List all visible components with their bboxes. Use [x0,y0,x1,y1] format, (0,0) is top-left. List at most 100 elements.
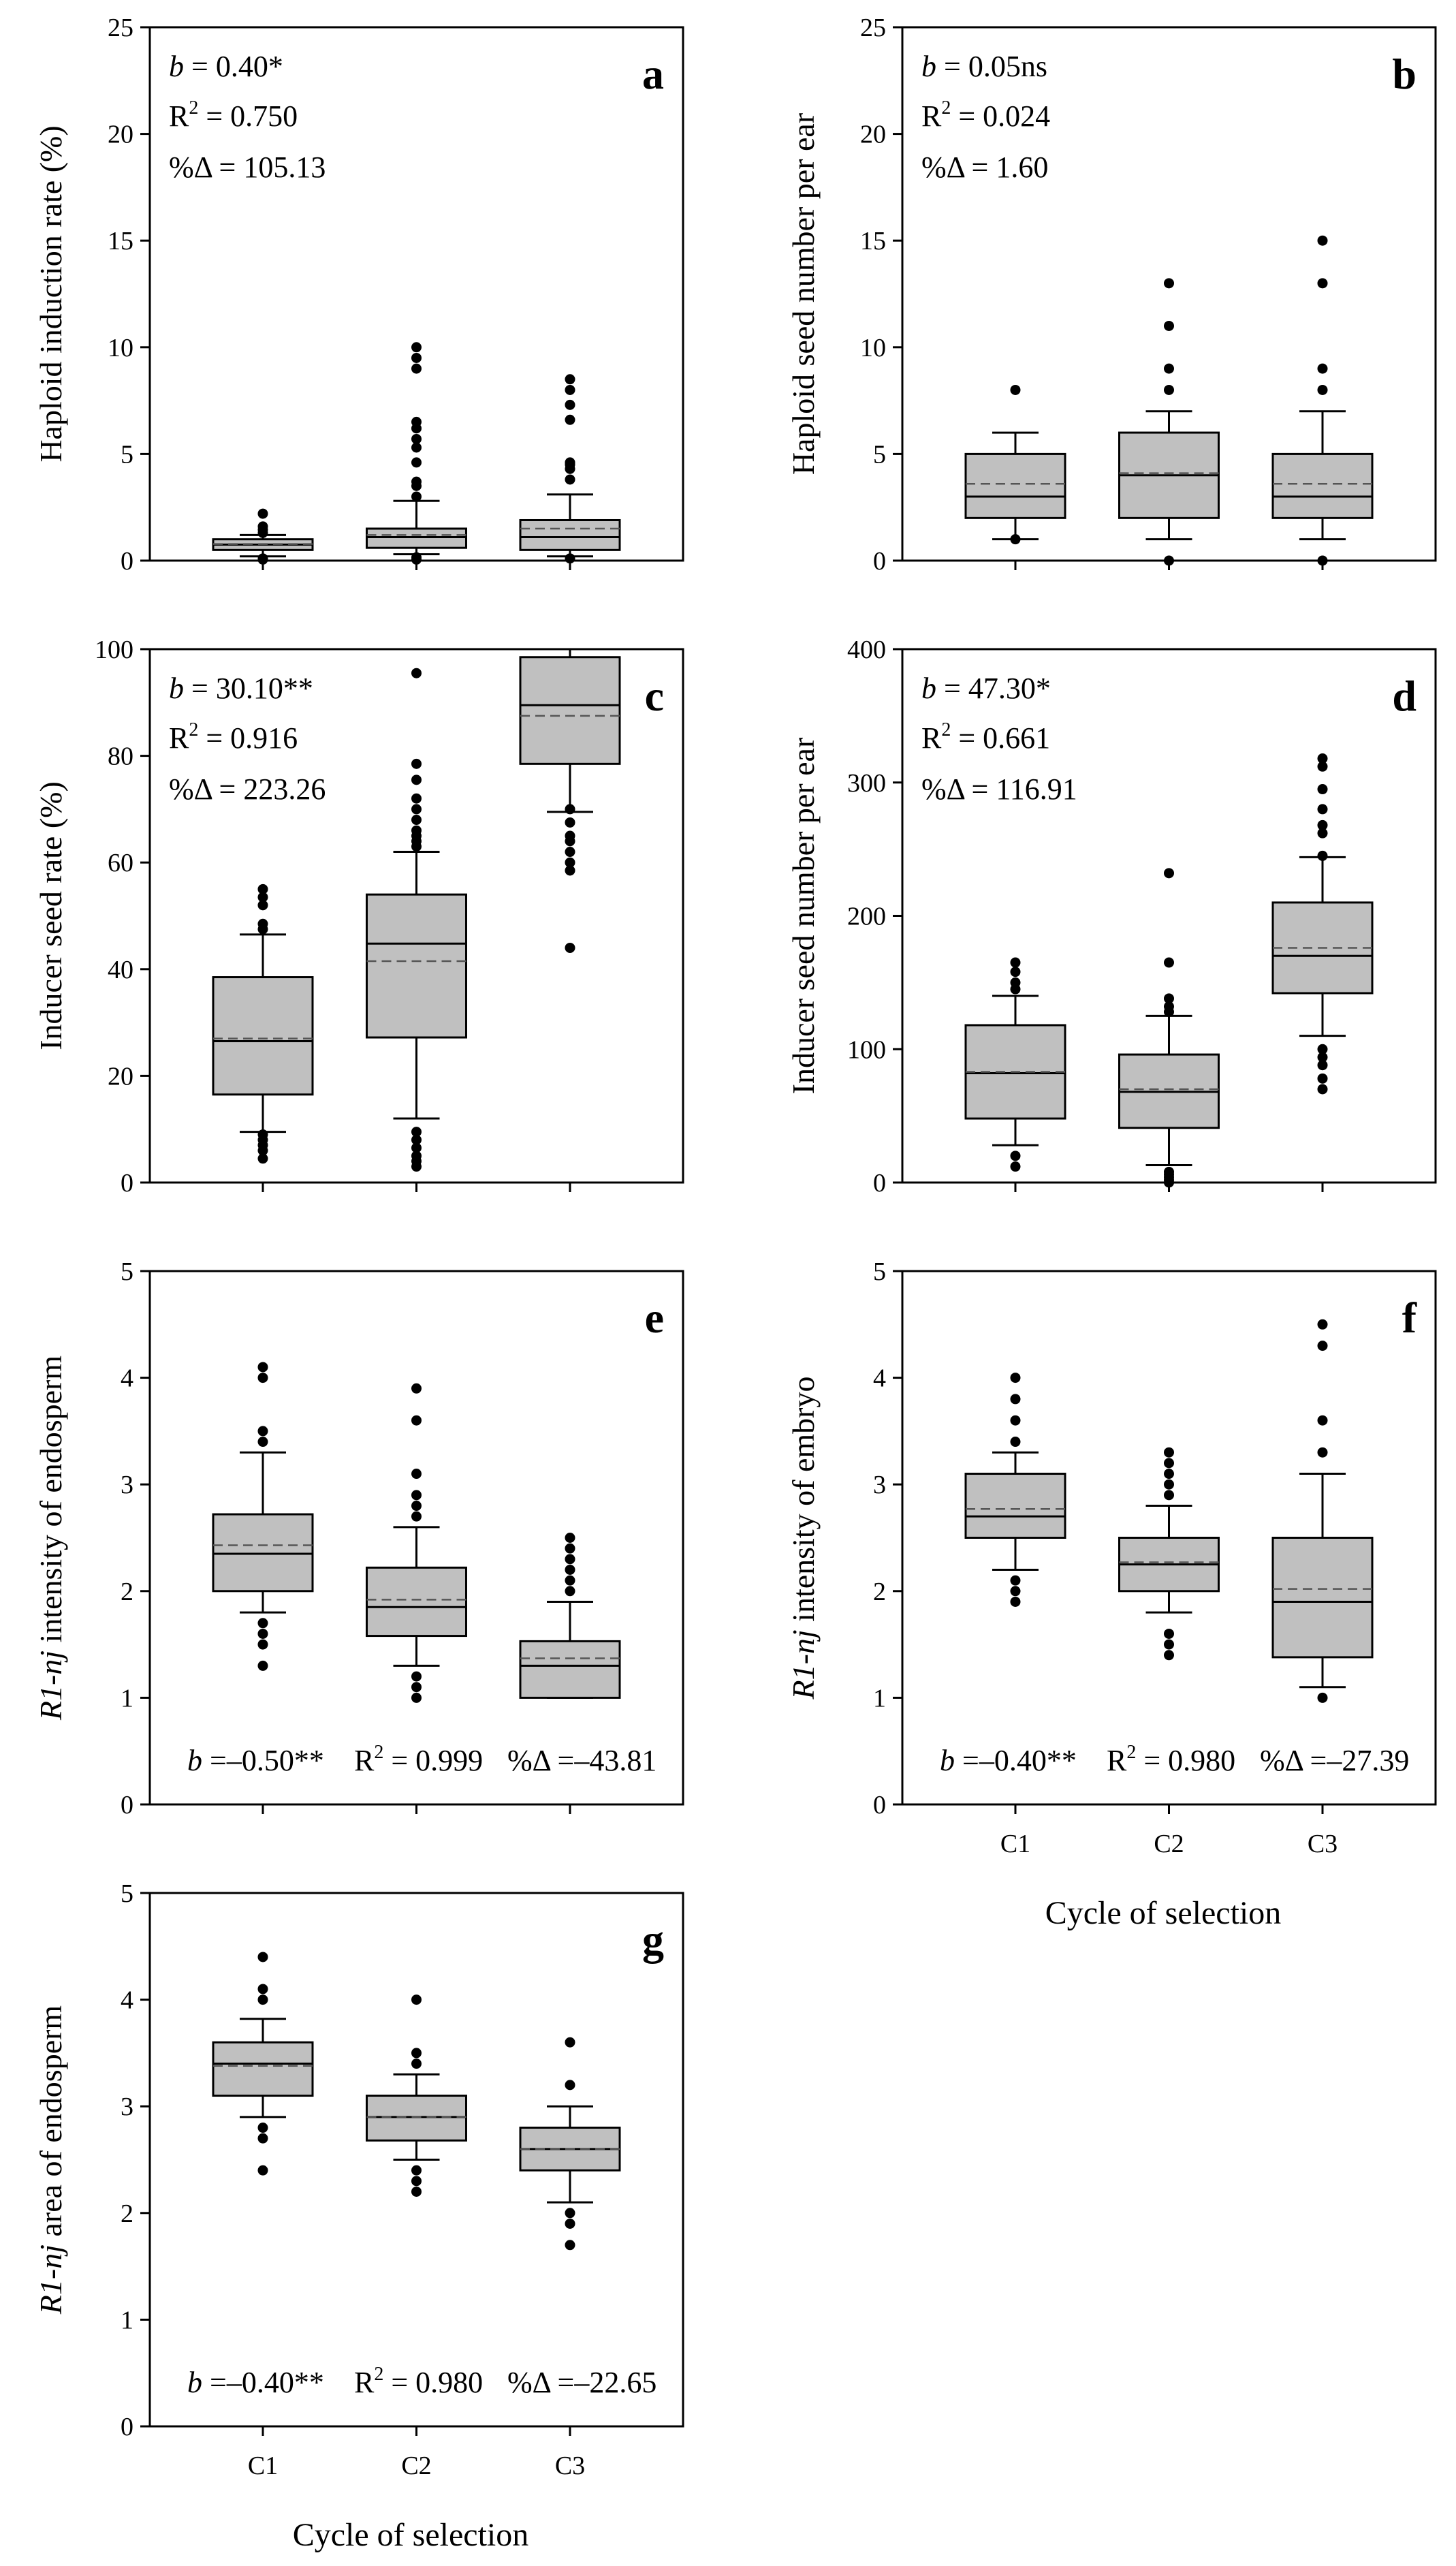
y-tick-label: 5 [121,1879,133,1908]
iqr-box [519,518,621,551]
box-C1 [212,1952,314,2176]
y-tick-label: 4 [121,1364,133,1393]
iqr-box [366,1566,467,1638]
box-C2 [366,668,467,1172]
outlier-point [565,399,575,410]
y-axis-label-text: intensity of embryo [786,1377,821,1630]
outlier-point [411,457,422,468]
y-tick-label: 2 [121,2200,133,2228]
box-C3 [519,374,621,564]
y-axis-label: R1-nj intensity of embryo [786,1377,821,1700]
iqr-box [964,1473,1066,1539]
outlier-point [1164,1628,1174,1639]
outlier-point [565,865,575,876]
y-tick-label: 4 [873,1364,886,1393]
outlier-point [411,416,422,427]
outlier-point [411,342,422,353]
y-axis-label-text: area of endosperm [33,2005,68,2244]
outlier-point [1317,1319,1328,1330]
y-axis-label-italic: R1-nj [33,2244,68,2315]
box-C2 [366,1383,467,1703]
outlier-point [1164,320,1174,331]
outlier-point [1317,235,1328,246]
outlier-point [1317,784,1328,795]
outlier-point [411,552,422,563]
outlier-point [1010,1394,1021,1405]
y-axis-label: R1-nj area of endosperm [33,2005,68,2315]
outlier-point [411,1682,422,1693]
outlier-point [257,1153,268,1164]
stat-percent-change: %Δ =–22.65 [507,2366,656,2399]
stat-r2: R2 = 0.999 [354,1742,483,1777]
y-axis-label-italic: R1-nj [33,1650,68,1721]
stat-r2-value: = 0.750 [198,99,298,133]
stat-r2-symbol: R [1107,1744,1127,1777]
outlier-point [1010,1586,1021,1597]
y-tick-label: 300 [847,769,886,798]
outlier-point [411,1671,422,1682]
stat-slope: b = 30.10** [169,672,313,705]
outlier-point [411,804,422,815]
stat-r2-superscript: 2 [374,2364,383,2385]
outlier-point [1317,850,1328,861]
outlier-point [1010,1151,1021,1161]
outlier-point [1317,753,1328,764]
stat-slope-value: =–0.40** [202,2366,324,2399]
panel-letter: g [642,1915,664,1964]
outlier-point [411,433,422,444]
outlier-point [1317,278,1328,289]
stat-slope-value: = 0.40* [184,50,283,83]
stat-slope: b =–0.40** [187,2366,324,2399]
outlier-point [565,817,575,828]
y-tick-label: 400 [847,636,886,664]
y-tick-label: 5 [121,1257,133,1286]
outlier-point [411,491,422,502]
stat-slope-value: =–0.50** [202,1744,324,1777]
stat-slope-value: = 0.05ns [936,50,1047,83]
y-tick-label: 0 [121,2413,133,2441]
outlier-point [1317,819,1328,830]
y-tick-label: 20 [860,121,886,149]
outlier-point [257,1639,268,1650]
outlier-point [257,900,268,911]
iqr-box [519,656,621,765]
outlier-point [1317,761,1328,772]
y-axis-label: Haploid seed number per ear [786,113,821,475]
stat-r2-superscript: 2 [941,719,951,740]
outlier-point [565,2080,575,2091]
box-C2 [366,342,467,565]
outlier-point [411,2059,422,2069]
iqr-box [1271,1537,1374,1659]
outlier-point [565,1554,575,1565]
stat-r2-symbol: R [921,721,942,755]
y-tick-label: 3 [121,2093,133,2121]
y-tick-label: 15 [108,227,133,255]
outlier-point [1317,384,1328,395]
y-tick-label: 15 [860,227,886,255]
y-tick-label: 4 [121,1986,133,2015]
stat-percent-change: %Δ = 116.91 [921,772,1077,806]
outlier-point [1164,957,1174,968]
stat-slope-symbol: b [169,672,184,705]
outlier-point [1164,1479,1174,1490]
stat-slope-value: =–0.40** [955,1744,1077,1777]
outlier-point [1010,384,1021,395]
outlier-point [411,825,422,836]
x-axis-label-left: Cycle of selection [293,2517,529,2553]
outlier-point [1317,1084,1328,1095]
y-tick-label: 100 [95,636,133,664]
x-tick-label: C1 [248,2452,278,2480]
outlier-point [1164,1469,1174,1480]
outlier-point [565,1533,575,1543]
outlier-point [1164,1166,1174,1177]
outlier-point [565,2037,575,2048]
stat-slope-symbol: b [940,1744,955,1777]
outlier-point [257,508,268,519]
stat-r2-value: = 0.999 [383,1744,483,1777]
outlier-point [565,2240,575,2251]
outlier-point [1010,1596,1021,1607]
outlier-point [565,830,575,841]
y-tick-label: 25 [108,14,133,42]
outlier-point [1010,967,1021,977]
y-tick-label: 100 [847,1035,886,1064]
